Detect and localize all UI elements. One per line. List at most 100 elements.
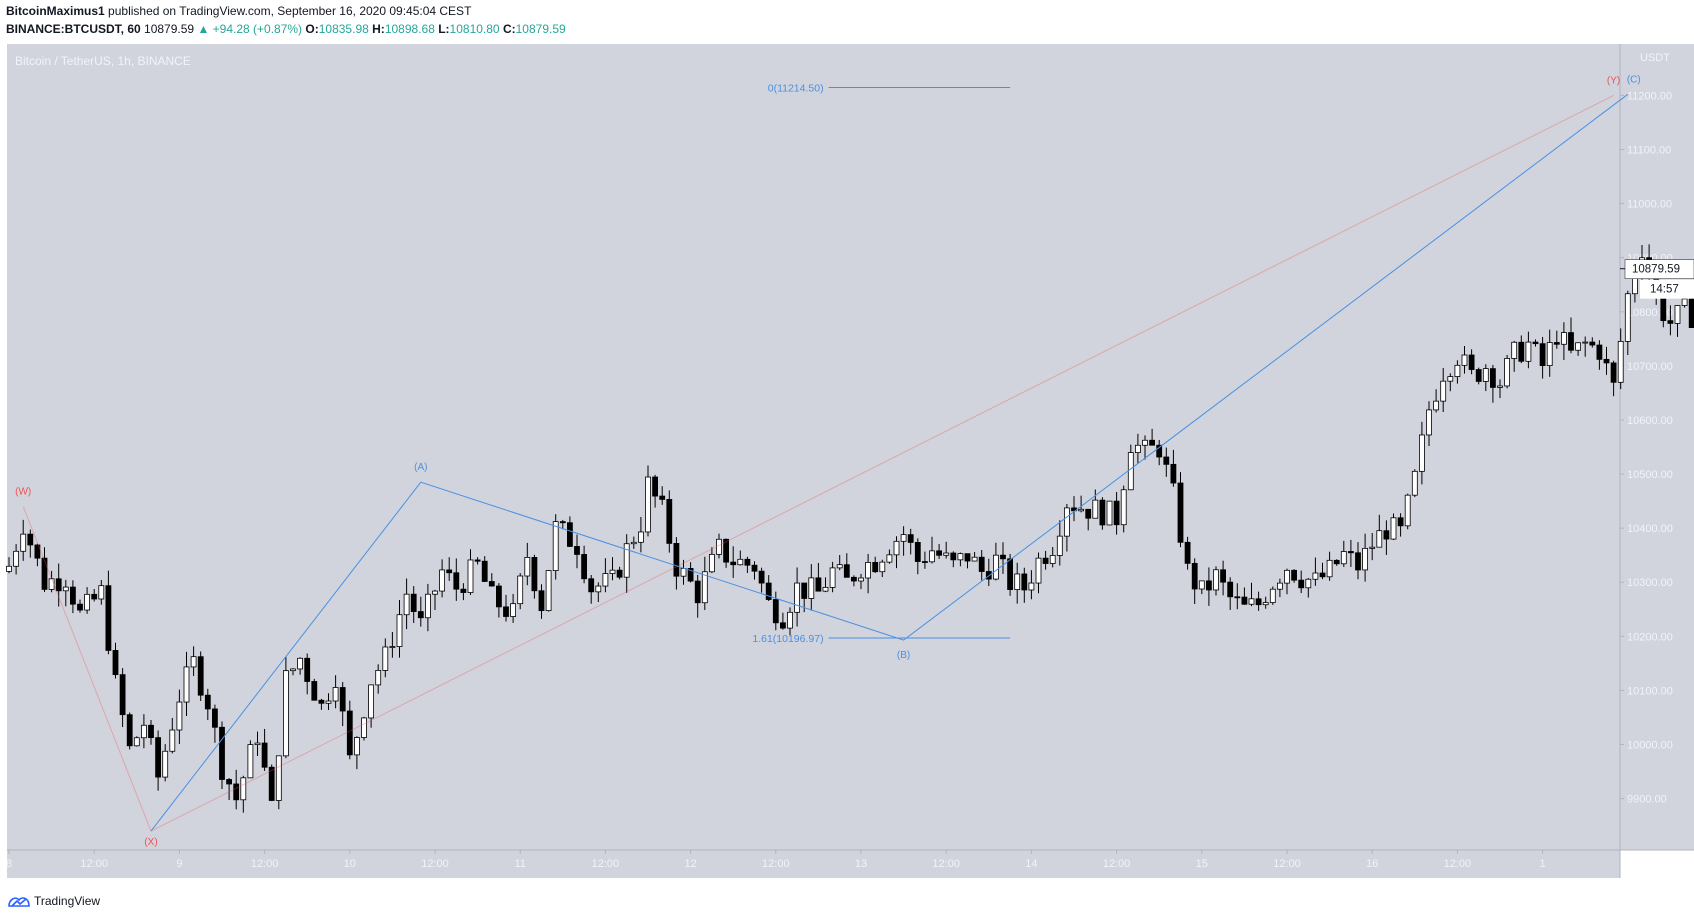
candle-body [1156,444,1163,458]
candle-body [943,552,950,556]
candle-body [1504,358,1510,387]
candle-body [886,554,893,563]
candle-body [1326,559,1333,578]
candle-body [1497,385,1503,388]
candle-body [680,568,687,577]
candle-body [1461,354,1468,366]
candle-body [375,670,382,686]
candle-body [1667,320,1674,324]
y-axis: 9900.00 10000.00 10100.00 10200.00 10300.00 1… [1620,90,1673,806]
plot-background [7,44,1620,850]
last-price-box [1624,259,1694,279]
tradingview-icon [8,897,30,907]
candle-body [233,783,240,801]
candle-body [1305,578,1312,589]
candle-body [1049,555,1056,564]
candle-body [211,708,218,728]
x-tick-label: 15 [1196,858,1208,870]
candle-body [1440,380,1447,402]
candle-body [1170,463,1177,484]
candle-body [673,543,680,577]
candle-body [1269,588,1276,603]
candle-body [1248,598,1255,605]
candle-body [581,554,587,580]
candle-body [922,561,928,563]
candle-body [836,564,843,569]
tradingview-logo[interactable]: TradingView [8,894,100,908]
candle-body [510,603,517,617]
candle-body [318,699,325,704]
x-tick-label: 8 [6,858,12,870]
candle-body [694,580,701,604]
candle-body [140,724,147,739]
candle-body [1390,517,1397,540]
candle-body [616,569,623,578]
y-tick-label: 11100.00 [1627,144,1671,156]
candle-body [1490,368,1496,388]
candle-body [559,521,566,524]
candle-body [1277,582,1283,590]
candle-body [851,576,857,582]
wave-overlays: (W) (X) (Y) (A) (B) (C) 0(11214.50) 1.61(10196.… [15,74,1641,848]
chart-area[interactable]: Bitcoin / TetherUS, 1h, BINANCE USDT 990… [0,44,1694,878]
candle-body [1475,369,1482,382]
symbol-line: BINANCE:BTCUSDT, 60 [6,22,141,36]
candle-body [730,561,737,566]
candle-body [197,656,204,696]
candle-body [226,779,233,785]
candle-body [1561,332,1567,345]
y-tick-label: 10700.00 [1627,361,1673,373]
candle-body [311,681,318,701]
wave-label-blue: (C) [1627,74,1641,85]
candle-body [481,560,488,582]
candle-body [34,544,41,559]
candle-body [1433,400,1439,411]
candle-body [1319,572,1326,578]
candle-body [545,570,552,612]
candle-body [1511,341,1518,359]
candle-body [1582,341,1589,344]
candle-body [1369,546,1376,549]
candle-body [467,559,474,593]
candle-body [84,593,90,611]
candle-body [1468,354,1475,370]
chart-title: Bitcoin / TetherUS, 1h, BINANCE [15,54,191,68]
candle-body [865,562,871,579]
candle-body [20,533,27,552]
y-tick-label: 10600.00 [1627,415,1673,427]
candle-body [1362,547,1368,571]
y-tick-label: 9900.00 [1627,794,1667,806]
candle-body [1255,598,1262,606]
candle-body [794,582,800,613]
candle-body [765,582,772,600]
candles [6,244,1694,813]
candle-body [261,742,268,768]
candle-body [815,577,822,592]
candle-body [1482,368,1489,382]
footer: TradingView [0,878,1694,918]
candle-body [98,585,105,600]
time-axis-background [7,850,1620,878]
candle-body [1241,596,1248,605]
author-name[interactable]: BitcoinMaximus1 [6,4,105,18]
candle-body [275,755,282,801]
candle-body [1085,508,1092,519]
candle-body [48,578,55,590]
candle-body [1674,305,1681,324]
fib-level-label: 1.61(10196.97) [752,633,823,645]
candle-body [723,538,729,563]
candle-body [403,593,410,616]
candle-body [588,578,595,593]
candle-body [567,522,573,547]
x-tick-label: 12:00 [1444,858,1472,870]
candle-body [1596,344,1603,360]
x-tick-label: 12 [684,858,696,870]
x-tick-label: 10 [344,858,356,870]
candle-body [1610,362,1617,383]
candle-body [1135,444,1141,454]
x-tick-label: 1 [1540,858,1546,870]
candle-body [410,593,417,612]
x-tick-label: 12:00 [762,858,790,870]
candle-body [602,573,609,587]
candle-body [417,611,424,619]
